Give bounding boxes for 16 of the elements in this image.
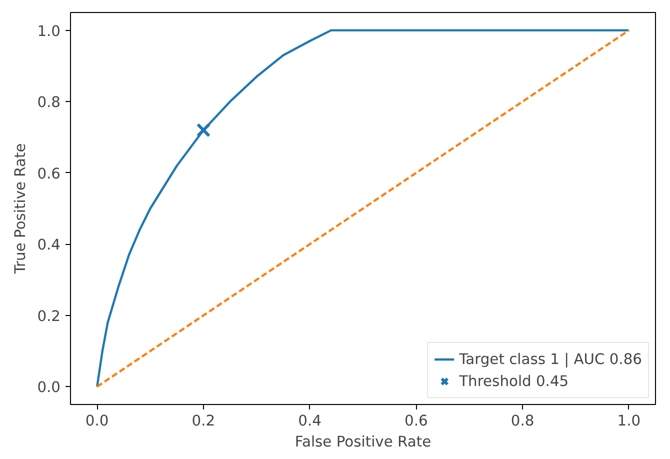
- y-axis-title: True Positive Rate: [12, 143, 30, 275]
- y-tick-label: 0.2: [37, 308, 61, 325]
- x-axis-title: False Positive Rate: [294, 434, 432, 450]
- legend-label: Threshold 0.45: [459, 372, 569, 390]
- y-tick-label: 1.0: [37, 22, 61, 40]
- legend-label: Target class 1 | AUC 0.86: [459, 350, 642, 368]
- x-tick-label: 0.8: [510, 412, 534, 430]
- x-tick-label: 0.0: [85, 412, 109, 430]
- x-tick-label: 0.6: [404, 412, 428, 430]
- y-tick-label: 0.8: [37, 94, 61, 112]
- y-tick-label: 0.4: [37, 236, 61, 254]
- x-tick-label: 0.2: [192, 412, 216, 430]
- y-tick-label: 0.6: [37, 165, 61, 182]
- x-tick-label: 1.0: [617, 412, 641, 430]
- x-tick-label: 0.4: [298, 412, 322, 430]
- y-tick-label: 0.0: [37, 379, 61, 396]
